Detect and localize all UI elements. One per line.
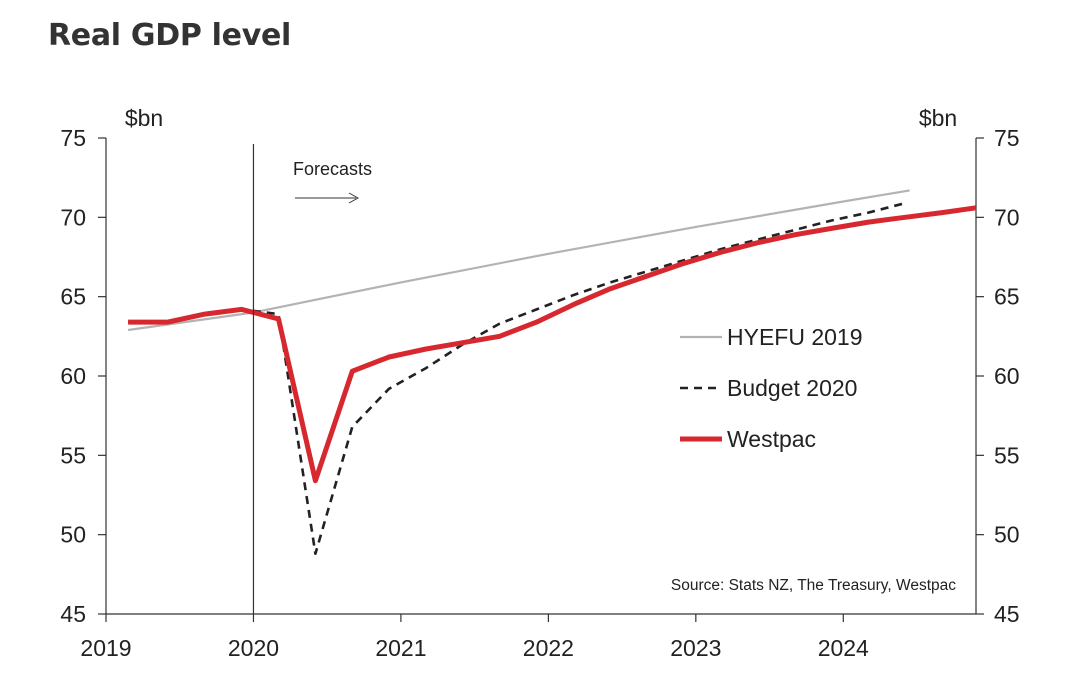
right-y-tick-label: 70 [994,204,1020,230]
x-tick-label: 2019 [80,635,131,661]
series-layer [127,189,977,556]
x-tick-label: 2022 [523,635,574,661]
left-y-tick-label: 65 [60,284,86,310]
x-tick-label: 2021 [375,635,426,661]
axes: 45 45 50 50 55 55 60 60 65 65 70 70 75 75 2019 2020 2021… [60,105,1019,661]
left-y-tick-label: 50 [60,522,86,548]
x-tick-label: 2024 [818,635,869,661]
right-y-tick-label: 50 [994,522,1020,548]
westpac-series-line [128,205,977,484]
chart-title: Real GDP level [48,18,291,53]
x-tick-label: 2020 [228,635,279,661]
legend-label-westpac: Westpac [727,426,816,452]
left-y-tick-label: 70 [60,204,86,230]
right-unit-label: $bn [919,105,957,131]
legend-label-budget-2020: Budget 2020 [727,375,857,401]
x-tick-label: 2023 [670,635,721,661]
legend: HYEFU 2019 Budget 2020 Westpac [680,324,863,452]
right-y-tick-label: 60 [994,363,1020,389]
right-y-tick-label: 75 [994,125,1020,151]
left-unit-label: $bn [125,105,163,131]
legend-label-hyefu-2019: HYEFU 2019 [727,324,863,350]
right-y-tick-label: 55 [994,442,1020,468]
source-note: Source: Stats NZ, The Treasury, Westpac [671,577,956,594]
forecast-label: Forecasts [293,159,372,179]
left-y-tick-label: 55 [60,442,86,468]
hyefu-2019-series-line [127,189,910,332]
right-y-tick-label: 65 [994,284,1020,310]
left-y-tick-label: 45 [60,601,86,627]
left-y-tick-label: 75 [60,125,86,151]
forecast-arrow-head [348,192,360,204]
annotation-layer: Forecasts Source: Stats NZ, The Treasury,… [252,144,956,614]
right-y-tick-label: 45 [994,601,1020,627]
left-y-tick-label: 60 [60,363,86,389]
